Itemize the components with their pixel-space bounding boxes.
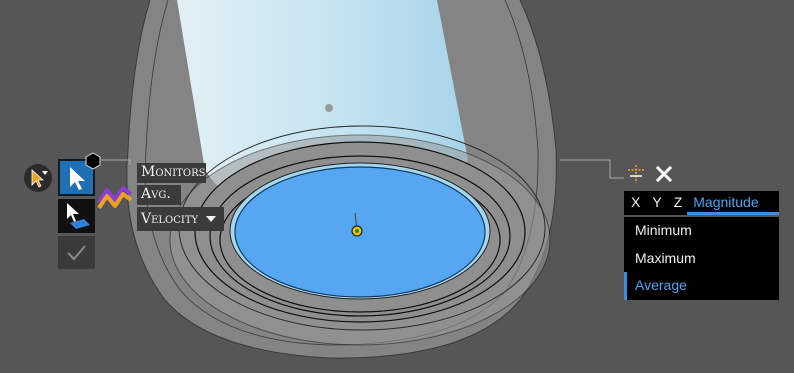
list-item-minimum[interactable]: Minimum — [635, 222, 692, 238]
cursor-filter-icon — [31, 169, 48, 188]
caret-down-icon — [206, 216, 216, 222]
monitor-graph-icon — [97, 180, 135, 210]
rim-ring — [209, 155, 511, 317]
connector-line-right — [560, 159, 624, 179]
select-face-button[interactable] — [58, 199, 95, 233]
list-item-maximum[interactable]: Maximum — [635, 249, 696, 266]
list-item-average[interactable]: Average — [624, 272, 779, 300]
checkmark-icon — [67, 245, 86, 261]
connector-line-left — [101, 159, 131, 165]
pipe-outline — [126, 0, 557, 359]
hexagon-handle-icon[interactable] — [84, 152, 102, 170]
average-mode-label[interactable]: Avg. — [137, 185, 181, 205]
pivot-dot — [325, 104, 333, 112]
pipe-outline-inner — [144, 0, 539, 346]
tab-y[interactable]: Y — [652, 194, 662, 210]
cursor-arrow-icon — [70, 167, 85, 190]
tab-z[interactable]: Z — [673, 194, 683, 210]
axis-tabs: X Y Z Magnitude — [624, 191, 779, 215]
quantity-dropdown[interactable]: Velocity — [137, 207, 224, 231]
close-icon[interactable] — [653, 163, 675, 185]
statistic-list: Minimum Maximum Average — [624, 217, 779, 300]
confirm-button[interactable] — [58, 236, 95, 269]
tab-magnitude[interactable]: Magnitude — [687, 191, 779, 215]
monitors-label: Monitors — [137, 163, 206, 183]
quantity-dropdown-value: Velocity — [141, 211, 199, 227]
tab-x[interactable]: X — [631, 194, 641, 210]
filter-cursor-button[interactable] — [24, 164, 52, 192]
cursor-face-icon — [67, 203, 90, 229]
pin-icon[interactable] — [627, 164, 645, 184]
